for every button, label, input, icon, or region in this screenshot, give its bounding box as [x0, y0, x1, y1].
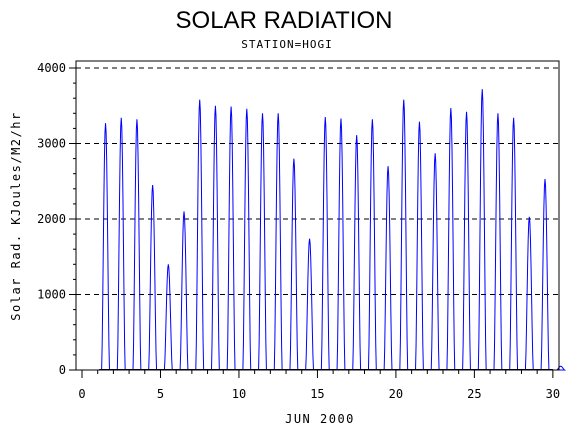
x-tick-label: 15	[310, 387, 324, 401]
grid-lines	[76, 67, 559, 295]
x-tick-label: 25	[467, 387, 481, 401]
y-tick-label: 4000	[37, 61, 66, 75]
x-tick-label: 10	[232, 387, 246, 401]
y-axis: 0 1000 2000 3000 4000	[37, 61, 76, 377]
plot-lines	[96, 89, 567, 371]
plot-frame	[75, 60, 560, 371]
chart-title: SOLAR RADIATION	[176, 7, 393, 34]
x-tick-label: 0	[78, 387, 85, 401]
x-axis: 0 5 10 15 20 25 30	[78, 370, 560, 401]
y-tick-label: 3000	[37, 137, 66, 151]
y-tick-label: 2000	[37, 212, 66, 226]
y-tick-label: 1000	[37, 288, 66, 302]
chart-subtitle: STATION=HOGI	[241, 38, 332, 51]
x-tick-label: 5	[157, 387, 164, 401]
x-tick-label: 20	[389, 387, 403, 401]
y-tick-label: 0	[59, 363, 66, 377]
x-axis-title: JUN 2000	[285, 412, 355, 426]
x-tick-label: 30	[546, 387, 560, 401]
y-axis-title: Solar Rad. KJoules/M2/hr	[9, 111, 23, 320]
series-solar-radiation-line	[96, 89, 567, 371]
